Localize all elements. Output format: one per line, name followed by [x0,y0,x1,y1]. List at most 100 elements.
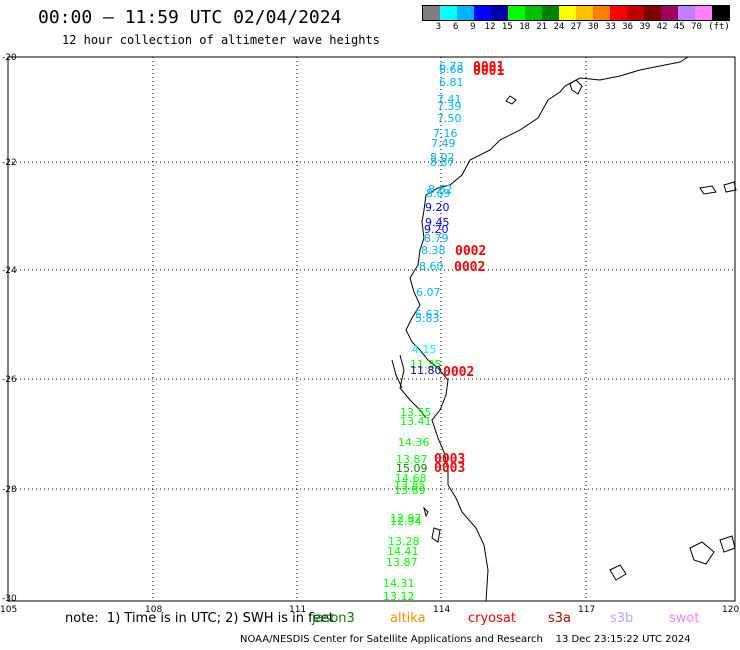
wave-reading: 14.41 [387,545,419,558]
color-scale-swatch [440,6,457,20]
wave-reading: 4.15 [412,343,437,356]
color-scale-tick: 9 [470,22,476,32]
color-scale-tick: 18 [519,22,530,32]
color-scale-tick: 33 [605,22,616,32]
wave-reading: 6.81 [439,76,464,89]
wave-reading: 13.85 [394,479,426,492]
color-scale-swatch [457,6,474,20]
wave-reading: 14.31 [383,577,415,590]
wave-reading: 14.68 [395,472,427,485]
wave-reading: 8.69 [426,187,451,200]
lat-label: -30 [2,594,17,604]
wave-reading: 5.63 [415,308,440,321]
color-scale-swatch [423,6,440,20]
color-scale-tick: 30 [587,22,599,32]
color-scale-swatch [610,6,627,20]
color-scale-tick: 3 [435,22,442,32]
wave-reading: 9.45 [425,216,450,229]
wave-reading: 7.50 [437,112,462,125]
color-scale-swatch [661,6,678,20]
lat-label: -22 [2,158,17,168]
color-scale-swatch [525,6,542,20]
wave-reading: 7.39 [437,100,462,113]
color-scale-swatch [508,6,525,20]
color-scale-swatch [491,6,508,20]
footer-credit: NOAA/NESDIS Center for Satellite Applica… [240,634,691,645]
wave-reading: 6.68 [439,63,464,76]
color-scale-swatch [644,6,661,20]
wave-reading: 13.55 [400,406,432,419]
wave-reading: 7.41 [437,93,462,106]
lat-label: -26 [2,375,17,385]
color-scale-swatch [593,6,610,20]
legend-s3a: s3a [548,611,572,626]
lat-label: -24 [2,266,17,276]
lat-label: -20 [2,53,17,63]
wave-reading: 6.73 [439,60,464,73]
map-title: 00:00 – 11:59 UTC 02/04/2024 [38,7,342,28]
legend-cryosat: cryosat [468,611,516,626]
color-scale-swatch [627,6,644,20]
wave-reading: 13.41 [400,415,432,428]
wave-reading: 13.87 [386,556,418,569]
color-scale-swatch [559,6,576,20]
map-subtitle: 12 hour collection of altimeter wave hei… [62,33,380,47]
color-scale-tick: 21 [536,22,548,32]
color-scale-tick: 42 [656,22,668,32]
color-scale-tick: 6 [452,22,459,32]
wave-height-readings: 6.73 6.68 6.81 7.41 7.39 7.50 7.16 7.49 … [383,60,464,603]
wave-reading: 11.80 [410,364,442,377]
color-scale-tick: 70 [691,22,702,32]
time-tag: 0003 [434,452,465,467]
color-scale-swatch [474,6,491,20]
wave-reading: 8.62 [428,183,453,196]
time-tag: 0002 [454,260,485,275]
time-tag: 0001 [473,60,504,75]
wave-reading: 15.09 [396,462,428,475]
wave-reading: 8.79 [424,232,449,245]
wave-reading: 13.28 [388,535,420,548]
lat-label: -28 [2,485,17,495]
map-frame [7,56,736,602]
time-tags: 0001 0001 0002 0002 0002 0003 0003 [434,60,504,476]
wave-reading: 8.02 [430,151,455,164]
lon-labels: 105 108 111 114 117 120 [0,605,739,615]
color-scale-tick: 39 [639,22,651,32]
color-scale-tick: 24 [553,22,565,32]
color-scale-labels: 3 6 9 12 15 18 21 24 27 30 33 36 39 42 45 70 (ft) [422,22,740,34]
color-scale-swatch [678,6,695,20]
time-tag: 0002 [443,365,474,380]
wave-reading: 7.49 [431,137,456,150]
color-scale-bar [422,5,730,21]
color-scale-tick: 15 [501,22,513,32]
wave-reading: 7.16 [433,127,458,140]
color-scale-unit: (ft) [708,22,730,32]
wave-reading: 8.87 [430,156,455,169]
coastline [391,56,737,602]
wave-reading: 12.94 [390,515,422,528]
wave-reading: 5.83 [415,312,440,325]
lon-label: 105 [0,605,17,615]
legend-swot: swot [669,611,700,626]
lon-label: 120 [722,605,739,615]
wave-reading: 11.35 [410,358,442,371]
color-scale-tick: 36 [622,22,634,32]
time-tag: 0003 [434,461,465,476]
lon-label: 117 [578,605,595,615]
color-scale-tick: 27 [570,22,582,32]
legend-jason3: jason3 [312,611,355,626]
legend-altika: altika [390,611,426,626]
color-scale-swatch [576,6,593,20]
wave-reading: 13.12 [383,590,415,603]
lat-labels: -20 -22 -24 -26 -28 -30 [2,53,17,604]
credit-text: NOAA/NESDIS Center for Satellite Applica… [240,634,543,645]
wave-reading: 13.87 [396,453,428,466]
wave-reading: 9.20 [424,223,449,236]
color-scale-tick: 45 [673,22,685,32]
lon-label: 108 [145,605,162,615]
lon-label: 114 [433,605,450,615]
time-tag: 0002 [455,244,486,259]
wave-reading: 8.60 [419,260,444,273]
color-scale-swatch [695,6,712,20]
time-tag: 0001 [473,64,504,79]
